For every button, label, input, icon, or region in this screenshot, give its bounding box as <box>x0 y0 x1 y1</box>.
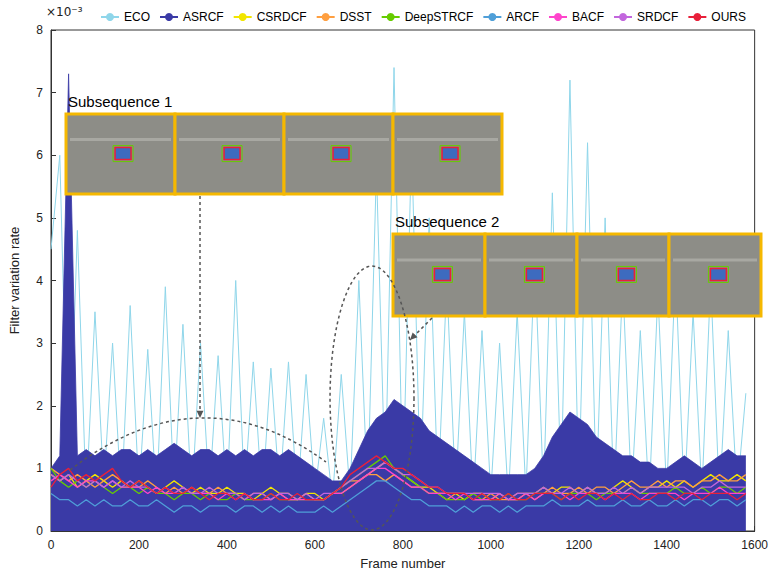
svg-text:Subsequence 2: Subsequence 2 <box>395 213 499 230</box>
svg-text:DSST: DSST <box>340 10 373 24</box>
svg-text:800: 800 <box>393 538 413 552</box>
svg-text:1000: 1000 <box>477 538 504 552</box>
svg-text:1600: 1600 <box>741 538 768 552</box>
svg-text:DeepSTRCF: DeepSTRCF <box>405 10 474 24</box>
svg-text:Frame number: Frame number <box>360 556 446 571</box>
svg-text:CSRDCF: CSRDCF <box>257 10 307 24</box>
svg-text:ASRCF: ASRCF <box>183 10 224 24</box>
svg-text:4: 4 <box>36 274 43 288</box>
svg-text:200: 200 <box>129 538 149 552</box>
svg-text:Subsequence 1: Subsequence 1 <box>68 93 172 110</box>
svg-text:×10⁻³: ×10⁻³ <box>46 5 83 19</box>
svg-text:0: 0 <box>36 524 43 538</box>
svg-text:SRDCF: SRDCF <box>637 10 678 24</box>
svg-text:0: 0 <box>48 538 55 552</box>
svg-text:2: 2 <box>36 399 43 413</box>
svg-text:Filter variation rate: Filter variation rate <box>7 227 22 335</box>
svg-text:8: 8 <box>36 23 43 37</box>
svg-text:1400: 1400 <box>653 538 680 552</box>
svg-text:1200: 1200 <box>565 538 592 552</box>
svg-text:ECO: ECO <box>124 10 150 24</box>
svg-text:OURS: OURS <box>711 10 746 24</box>
svg-text:6: 6 <box>36 148 43 162</box>
svg-text:400: 400 <box>217 538 237 552</box>
svg-text:3: 3 <box>36 336 43 350</box>
svg-text:7: 7 <box>36 86 43 100</box>
svg-text:BACF: BACF <box>572 10 604 24</box>
svg-text:600: 600 <box>305 538 325 552</box>
svg-text:1: 1 <box>36 461 43 475</box>
svg-text:ARCF: ARCF <box>506 10 539 24</box>
svg-text:5: 5 <box>36 211 43 225</box>
